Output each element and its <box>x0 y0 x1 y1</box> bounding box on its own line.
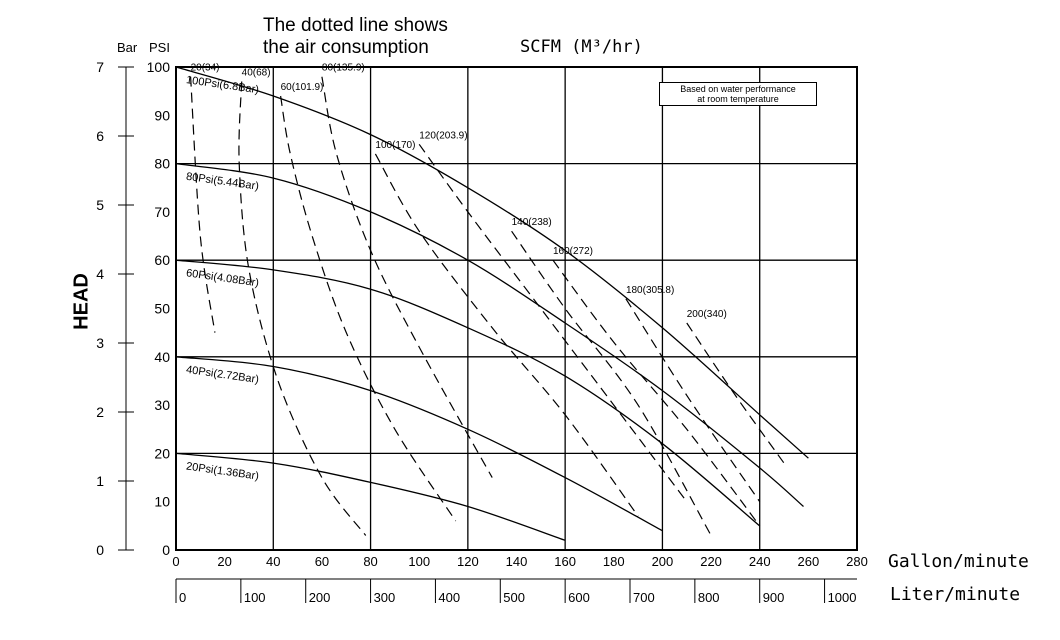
pressure-curve-label: 60Psi(4.08Bar) <box>185 267 259 289</box>
bar-tick-label: 4 <box>96 266 104 282</box>
liter-tick-label: 1000 <box>828 590 857 605</box>
gallon-tick-label: 20 <box>217 554 231 569</box>
air-consumption-label: 160(272) <box>553 246 593 257</box>
psi-tick-label: 10 <box>154 494 170 510</box>
liter-tick-label: 800 <box>698 590 720 605</box>
air-consumption-curve <box>686 322 785 464</box>
gallon-tick-label: 280 <box>846 554 868 569</box>
water-performance-note: Based on water performance at room tempe… <box>659 82 817 106</box>
liter-axis-title: Liter/minute <box>890 584 1021 605</box>
air-consumption-label: 140(238) <box>512 217 552 228</box>
psi-tick-label: 50 <box>154 301 170 317</box>
air-consumption-annotation: The dotted line shows the air consumptio… <box>263 15 448 59</box>
liter-tick-label: 200 <box>309 590 331 605</box>
air-consumption-label: 80(135.9) <box>322 63 365 74</box>
gallon-axis-title: Gallon/minute <box>888 551 1029 572</box>
gallon-tick-label: 260 <box>798 554 820 569</box>
liter-tick-label: 0 <box>179 590 186 605</box>
annotation-line-1: The dotted line shows <box>263 15 448 36</box>
gallon-tick-label: 100 <box>408 554 430 569</box>
pressure-curve <box>175 259 761 527</box>
gallon-tick-label: 220 <box>700 554 722 569</box>
air-consumption-curve <box>374 153 639 517</box>
bar-tick-label: 3 <box>96 335 104 351</box>
air-consumption-curve <box>511 230 712 536</box>
gallon-tick-label: 0 <box>172 554 179 569</box>
liter-tick-label: 400 <box>438 590 460 605</box>
air-consumption-label: 20(34) <box>191 63 220 74</box>
note-line-2: at room temperature <box>697 94 779 104</box>
air-consumption-curve <box>321 76 493 478</box>
gallon-tick-label: 240 <box>749 554 771 569</box>
bar-tick-label: 0 <box>96 542 104 558</box>
air-consumption-label: 100(170) <box>375 140 415 151</box>
psi-tick-label: 0 <box>162 542 170 558</box>
air-consumption-curve <box>238 81 367 536</box>
pressure-curve <box>175 452 566 541</box>
bar-tick-label: 5 <box>96 197 104 213</box>
air-consumption-curve <box>418 143 688 503</box>
psi-tick-label: 20 <box>154 445 170 461</box>
pressure-curve-label: 40Psi(2.72Bar) <box>185 364 259 386</box>
liter-tick-label: 600 <box>568 590 590 605</box>
bar-tick-label: 1 <box>96 473 104 489</box>
air-consumption-curve <box>552 259 761 527</box>
bar-tick-label: 6 <box>96 128 104 144</box>
liter-tick-label: 100 <box>244 590 266 605</box>
air-consumption-label: 60(101.9) <box>281 82 324 93</box>
psi-tick-label: 60 <box>154 252 170 268</box>
pressure-curve <box>175 66 809 459</box>
gallon-tick-label: 140 <box>506 554 528 569</box>
gallon-tick-label: 60 <box>315 554 329 569</box>
gallon-tick-label: 80 <box>363 554 377 569</box>
liter-tick-label: 300 <box>374 590 396 605</box>
bar-tick-label: 2 <box>96 404 104 420</box>
pressure-curve <box>175 356 663 532</box>
scfm-label: SCFM (M³/hr) <box>520 37 643 57</box>
bar-axis-title: Bar <box>117 40 138 55</box>
gallon-tick-label: 120 <box>457 554 479 569</box>
gallon-tick-label: 180 <box>603 554 625 569</box>
plot-frame <box>175 66 858 551</box>
psi-tick-label: 30 <box>154 397 170 413</box>
liter-tick-label: 900 <box>763 590 785 605</box>
air-consumption-label: 120(203.9) <box>419 130 467 141</box>
head-axis-title: HEAD <box>70 273 93 330</box>
note-line-1: Based on water performance <box>680 84 796 94</box>
psi-axis-title: PSI <box>149 40 170 55</box>
liter-tick-label: 500 <box>503 590 525 605</box>
gallon-tick-label: 200 <box>652 554 674 569</box>
gallon-tick-label: 40 <box>266 554 280 569</box>
air-consumption-curve <box>280 95 457 522</box>
psi-tick-label: 100 <box>147 59 171 75</box>
gallon-tick-label: 160 <box>554 554 576 569</box>
psi-tick-label: 80 <box>154 156 170 172</box>
air-consumption-label: 200(340) <box>687 309 727 320</box>
pressure-curve-label: 20Psi(1.36Bar) <box>185 460 259 482</box>
psi-tick-label: 70 <box>154 204 170 220</box>
air-consumption-label: 40(68) <box>242 67 271 78</box>
psi-tick-label: 40 <box>154 349 170 365</box>
psi-tick-label: 90 <box>154 107 170 123</box>
air-consumption-curve <box>625 298 761 503</box>
liter-tick-label: 700 <box>633 590 655 605</box>
pressure-curve <box>175 162 804 507</box>
bar-tick-label: 7 <box>96 59 104 75</box>
air-consumption-label: 180(305.8) <box>626 285 674 296</box>
annotation-line-2: the air consumption <box>263 37 429 58</box>
air-consumption-curve <box>190 76 216 333</box>
